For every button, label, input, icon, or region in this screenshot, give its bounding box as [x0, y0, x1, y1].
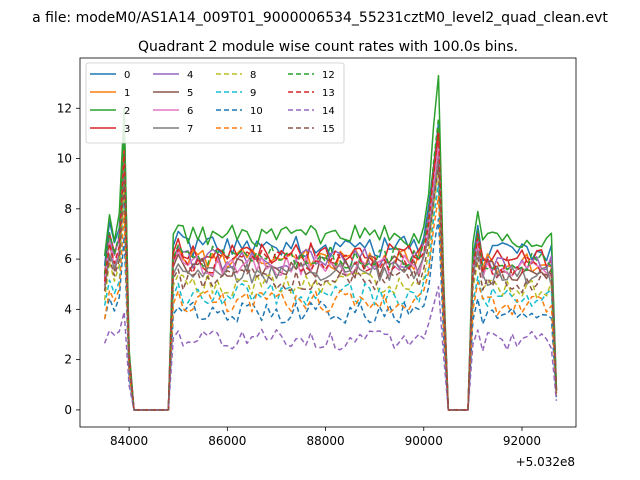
legend-label-module-7: 7 — [187, 124, 193, 135]
x-tick-label: 92000 — [503, 434, 541, 448]
series-line-module-12 — [103, 117, 558, 411]
chart-title: Quadrant 2 module wise count rates with … — [138, 39, 518, 55]
x-tick-label: 88000 — [306, 434, 344, 448]
series-line-module-11 — [103, 195, 558, 411]
legend-label-module-15: 15 — [322, 124, 335, 135]
legend-label-module-1: 1 — [124, 88, 130, 99]
series-line-module-13 — [103, 132, 558, 411]
y-tick-label: 4 — [64, 302, 72, 316]
legend-label-module-6: 6 — [187, 106, 193, 117]
axes-frame — [79, 57, 577, 428]
legend-label-module-0: 0 — [124, 70, 130, 81]
legend-label-module-10: 10 — [250, 106, 263, 117]
legend-label-module-13: 13 — [322, 88, 335, 99]
series-line-module-2 — [103, 74, 558, 411]
legend-label-module-12: 12 — [322, 70, 335, 81]
legend-label-module-14: 14 — [322, 106, 335, 117]
y-tick-label: 8 — [64, 202, 72, 216]
legend-label-module-4: 4 — [187, 70, 193, 81]
series-line-module-7 — [103, 157, 558, 411]
chart-suptitle: a file: modeM0/AS1A14_009T01_9000006534_… — [32, 10, 608, 26]
y-tick-label: 10 — [57, 152, 72, 166]
series-line-module-10 — [103, 218, 558, 411]
legend-label-module-8: 8 — [250, 70, 256, 81]
y-tick-label: 2 — [64, 353, 72, 367]
legend-label-module-2: 2 — [124, 106, 130, 117]
legend-label-module-5: 5 — [187, 88, 193, 99]
legend-label-module-9: 9 — [250, 88, 256, 99]
x-tick-label: 90000 — [405, 434, 443, 448]
y-tick-label: 0 — [64, 403, 72, 417]
series-line-module-8 — [103, 170, 558, 411]
x-axis: 84000 86000 88000 90000 92000 — [110, 427, 541, 448]
y-tick-label: 6 — [64, 252, 72, 266]
y-axis: 0 2 4 6 8 10 12 — [57, 101, 80, 417]
x-tick-label: 84000 — [110, 434, 148, 448]
legend-frame — [85, 62, 345, 144]
x-offset-label: +5.032e8 — [516, 455, 575, 469]
x-tick-label: 86000 — [208, 434, 246, 448]
legend-label-module-11: 11 — [250, 124, 263, 135]
legend-label-module-3: 3 — [124, 124, 130, 135]
series-layer — [103, 74, 558, 411]
series-line-module-14 — [103, 285, 558, 411]
y-tick-label: 12 — [57, 101, 72, 115]
